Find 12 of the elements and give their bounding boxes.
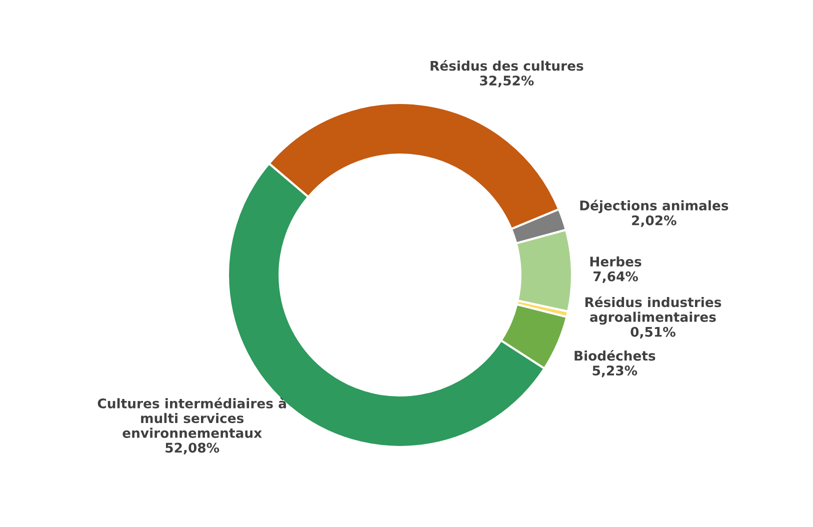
slice-label: Cultures intermédiaires à multi services environnementaux [98,398,286,438]
slice-label: Résidus des cultures [430,60,584,71]
data-label: 0,51% [630,326,676,339]
data-label: 52,08% [166,442,220,454]
slice-label: Herbes [590,256,642,267]
data-label: 32,52% [480,76,534,88]
data-label: 5,23% [592,366,638,378]
data-label: 7,64% [594,271,638,284]
slice-label: Déjections animales [580,200,728,214]
data-label: 2,02% [632,215,676,228]
slice-label: Résidus industries agroalimentaires [585,296,722,325]
slice-label: Biodéchets [574,350,656,361]
